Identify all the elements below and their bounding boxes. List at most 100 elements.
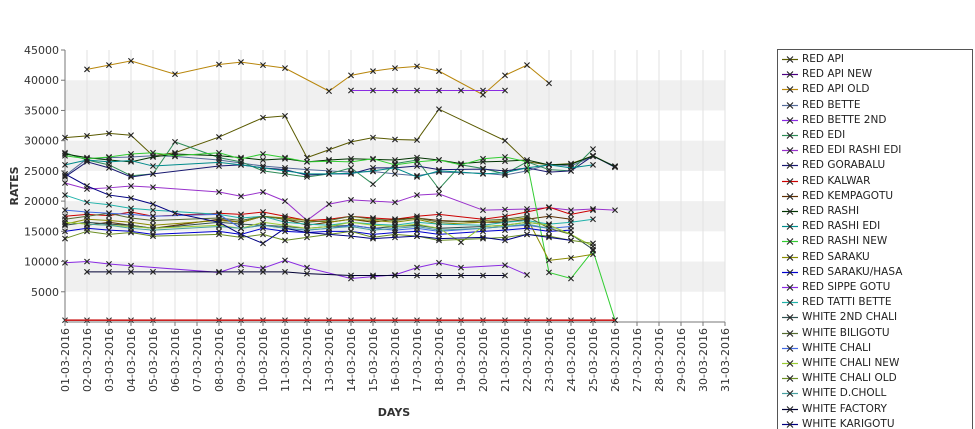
- data-point: [436, 272, 442, 279]
- series-white-karigotu: [62, 170, 574, 247]
- data-point: [502, 153, 508, 160]
- y-tick-label: 5000: [31, 286, 59, 299]
- y-tick-label: 40000: [24, 74, 59, 87]
- data-point: [568, 164, 574, 171]
- data-point: [216, 211, 222, 218]
- data-point: [480, 207, 486, 214]
- data-point: [590, 161, 596, 168]
- data-point: [436, 167, 442, 174]
- data-point: [546, 257, 552, 264]
- x-tick-label: 10-03-2016: [257, 328, 270, 392]
- data-point: [546, 80, 552, 87]
- data-point: [62, 172, 68, 179]
- data-point: [84, 228, 90, 235]
- legend-swatch: [782, 253, 798, 261]
- data-point: [260, 114, 266, 121]
- data-point: [414, 192, 420, 199]
- data-point: [238, 225, 244, 232]
- x-tick-label: 05-03-2016: [147, 328, 160, 392]
- data-point: [128, 150, 134, 157]
- data-point: [414, 221, 420, 228]
- x-tick-label: 21-03-2016: [499, 328, 512, 392]
- data-point: [348, 170, 354, 177]
- data-point: [348, 272, 354, 279]
- series-line: [64, 206, 594, 221]
- data-point: [392, 87, 398, 94]
- data-point: [128, 211, 134, 218]
- data-point: [106, 192, 112, 199]
- data-point: [458, 239, 464, 246]
- data-point: [128, 268, 134, 275]
- data-point: [348, 72, 354, 79]
- x-tick-label: 17-03-2016: [411, 328, 424, 392]
- legend-item: RED BETTE: [778, 98, 968, 113]
- legend-item: RED RASHI NEW: [778, 234, 968, 249]
- data-point: [568, 237, 574, 244]
- data-point: [568, 275, 574, 282]
- data-point: [150, 170, 156, 177]
- legend-swatch: [782, 132, 798, 139]
- data-point: [216, 61, 222, 68]
- x-tick-label: 27-03-2016: [631, 328, 644, 392]
- legend-swatch: [782, 405, 798, 413]
- data-point: [414, 63, 420, 70]
- x-tick-label: 23-03-2016: [543, 328, 556, 392]
- data-point: [304, 264, 310, 271]
- data-point: [568, 223, 574, 230]
- legend-item: WHITE CHALI: [778, 341, 968, 356]
- legend-item: RED SARAKU: [778, 250, 968, 265]
- data-point: [480, 166, 486, 173]
- data-point: [304, 234, 310, 241]
- data-point: [436, 186, 442, 193]
- data-point: [260, 240, 266, 247]
- data-point: [546, 234, 552, 241]
- data-point: [568, 211, 574, 218]
- data-point: [546, 269, 552, 276]
- data-point: [370, 227, 376, 234]
- data-point: [414, 137, 420, 144]
- data-point: [546, 169, 552, 176]
- data-point: [238, 262, 244, 269]
- data-point: [216, 268, 222, 275]
- legend-item: RED BETTE 2ND: [778, 113, 968, 128]
- data-point: [106, 268, 112, 275]
- data-point: [62, 192, 68, 199]
- data-point: [370, 198, 376, 205]
- data-point: [502, 137, 508, 144]
- data-point: [62, 219, 68, 226]
- data-point: [150, 149, 156, 156]
- data-point: [480, 170, 486, 177]
- data-point: [304, 229, 310, 236]
- data-point: [172, 210, 178, 217]
- data-point: [84, 209, 90, 215]
- legend-label: RED BETTE: [802, 98, 861, 111]
- x-tick-label: 01-03-2016: [59, 328, 72, 392]
- data-point: [590, 207, 596, 214]
- legend-swatch: [782, 329, 798, 337]
- legend-item: RED KALWAR: [778, 174, 968, 189]
- data-point: [128, 173, 134, 180]
- data-point: [260, 231, 266, 238]
- legend-item: WHITE 2ND CHALI: [778, 310, 968, 325]
- data-point: [392, 65, 398, 72]
- legend-swatch: [782, 147, 798, 155]
- data-point: [590, 251, 596, 258]
- data-point: [326, 88, 332, 95]
- data-point: [238, 59, 244, 66]
- data-point: [348, 158, 354, 165]
- y-tick-label: 20000: [24, 195, 59, 208]
- legend-swatch: [782, 344, 798, 352]
- data-point: [370, 167, 376, 174]
- data-point: [370, 134, 376, 141]
- legend-label: RED API OLD: [802, 83, 870, 96]
- data-point: [370, 181, 376, 188]
- data-point: [282, 198, 288, 205]
- data-point: [590, 152, 596, 159]
- data-point: [128, 225, 134, 232]
- data-point: [480, 155, 486, 162]
- data-point: [282, 268, 288, 275]
- y-tick-labels: 5000 10000 15000 20000 25000 30000 35000 40000 4…: [24, 44, 65, 299]
- data-point: [436, 219, 442, 226]
- data-point: [128, 195, 134, 202]
- data-point: [348, 87, 354, 94]
